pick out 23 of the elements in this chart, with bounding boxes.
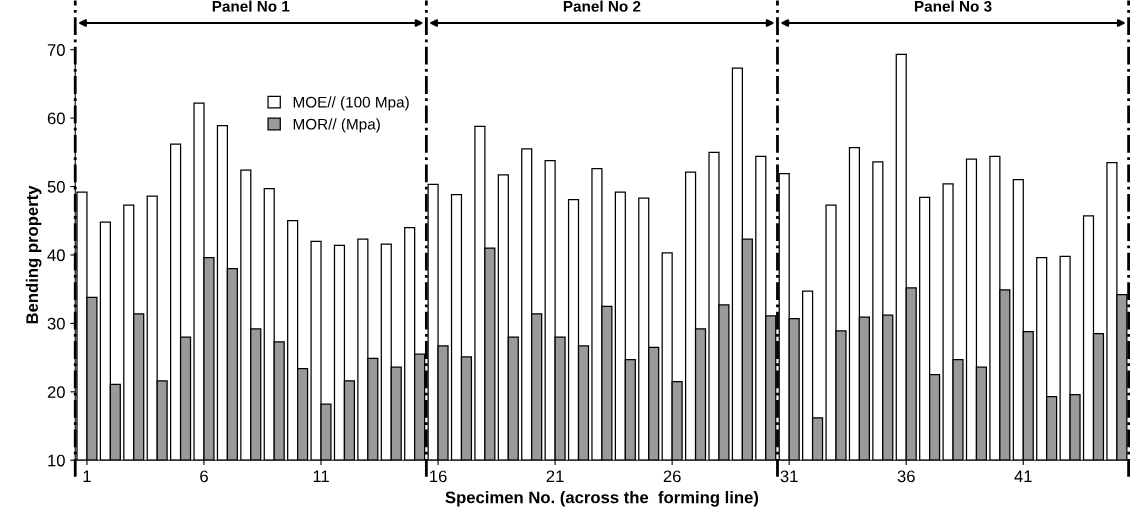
text: Panel No 1 — [212, 0, 290, 12]
x-tick-label: 36 — [897, 470, 915, 483]
legend-label: MOR// (Mpa) — [293, 118, 380, 133]
x-tick-label: 11 — [313, 470, 329, 483]
x-axis-title: Specimen No. (across the forming line) — [445, 491, 759, 507]
y-tick-label: 20 — [47, 386, 65, 399]
y-tick-label: 10 — [48, 454, 65, 467]
x-tick-label: 1 — [83, 470, 91, 483]
y-tick-label: 50 — [47, 180, 65, 193]
y-tick-label: 70 — [47, 44, 65, 56]
y-tick-label: 30 — [47, 317, 65, 330]
legend-label: MOE// (100 Mpa) — [293, 96, 409, 111]
x-tick-label: 21 — [546, 470, 564, 483]
x-tick-label: 31 — [780, 470, 798, 483]
x-tick-label: 41 — [1014, 470, 1032, 483]
x-tick-label: 16 — [430, 470, 447, 483]
y-axis-title: Bending property — [25, 185, 42, 324]
y-tick-label: 60 — [47, 112, 65, 125]
text: Panel No 2 — [563, 0, 641, 12]
text: Panel No 3 — [915, 0, 992, 12]
x-tick-label: 6 — [200, 470, 208, 483]
y-tick-label: 40 — [47, 249, 65, 262]
x-tick-label: 26 — [663, 470, 681, 483]
